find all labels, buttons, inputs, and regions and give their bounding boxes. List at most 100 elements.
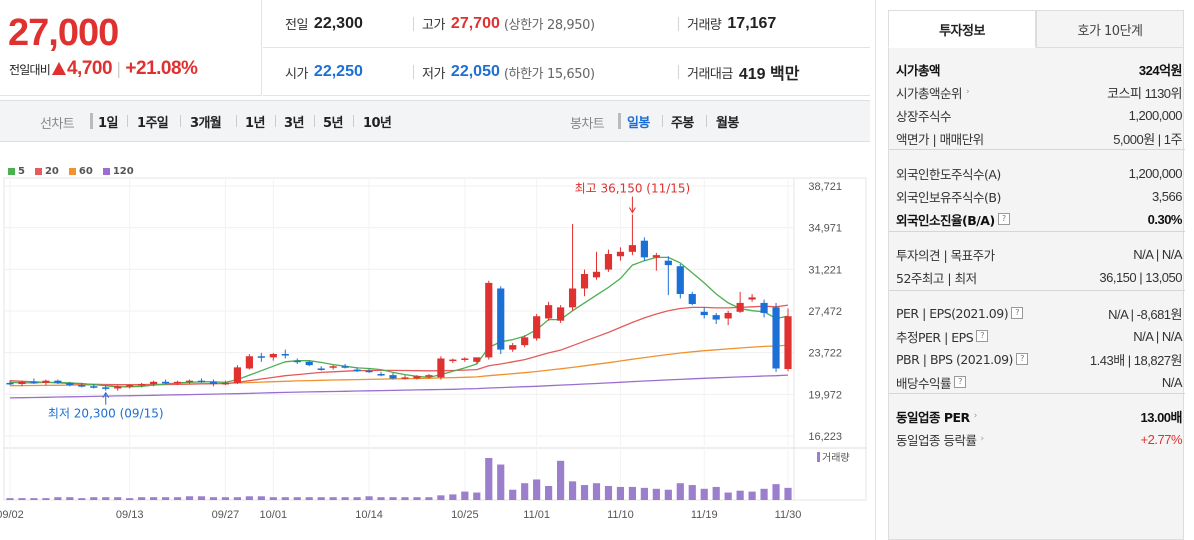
- high-arrow-icon: [628, 207, 636, 214]
- help-icon[interactable]: ?: [997, 213, 1010, 225]
- candle-body: [185, 380, 194, 383]
- investment-info-panel: 시가총액 324억원 시가총액순위 › 코스피 1130위 상장주식수 1,200,000 액…: [888, 48, 1185, 540]
- candle-body: [724, 312, 732, 319]
- period-3y[interactable]: 3년: [284, 116, 304, 131]
- tab-investment-info[interactable]: 투자정보: [888, 10, 1036, 48]
- day-low: 저가 22,050 (하한가 15,650): [413, 63, 595, 82]
- help-icon[interactable]: ?: [1015, 353, 1028, 365]
- period-5y[interactable]: 5년: [323, 116, 343, 131]
- candle-body: [688, 294, 696, 305]
- stock-chart: 5 20 60 120 38,721 34,971 31,221 27,472 23,7…: [0, 160, 870, 540]
- ma-line-5: [9, 256, 789, 388]
- volume-bar: [533, 479, 541, 500]
- info-row: 52주최고 | 최저 36,150 | 13,050: [896, 266, 1182, 288]
- chevron-right-icon: ›: [980, 434, 984, 444]
- volume-bar: [688, 485, 696, 500]
- candle-body: [485, 282, 493, 358]
- period-1d[interactable]: 1일: [98, 116, 118, 131]
- legend-ma5: 5: [8, 166, 25, 177]
- volume-bar: [6, 498, 14, 500]
- candle-body: [664, 260, 672, 266]
- volume-bar: [293, 497, 301, 500]
- period-3m[interactable]: 3개월: [190, 116, 222, 131]
- info-row[interactable]: 시가총액순위 › 코스피 1130위: [896, 81, 1182, 103]
- info-key: 배당수익률: [896, 375, 952, 391]
- volume-bar: [568, 481, 577, 500]
- volume-bar: [700, 488, 708, 500]
- period-1w[interactable]: 1주일: [137, 116, 169, 131]
- volume-bar: [497, 464, 505, 500]
- candle-body: [425, 375, 433, 377]
- volume-bar: [401, 497, 409, 500]
- candle-body: [676, 266, 684, 295]
- x-tick-label: 11/30: [775, 509, 802, 521]
- x-tick-label: 10/25: [451, 509, 479, 521]
- volume-bar: [760, 488, 768, 500]
- chart-canvas[interactable]: 38,721 34,971 31,221 27,472 23,722 19,972 16,2…: [0, 160, 870, 540]
- volume-bar: [676, 483, 684, 500]
- help-icon[interactable]: ?: [976, 330, 989, 342]
- candle-body: [54, 380, 62, 383]
- info-value: N/A: [1161, 374, 1183, 390]
- x-tick-label: 10/01: [260, 509, 288, 521]
- help-icon[interactable]: ?: [1011, 307, 1024, 319]
- chart-frame: [3, 177, 867, 501]
- info-value: 1.43배 | 18,827원: [1089, 352, 1183, 368]
- info-row: 외국인한도주식수(A) 1,200,000: [896, 162, 1183, 184]
- legend-ma20: 20: [34, 166, 59, 177]
- volume-bar: [341, 497, 349, 500]
- period-1y[interactable]: 1년: [245, 116, 265, 131]
- info-value: 36,150 | 13,050: [1099, 269, 1182, 285]
- info-row[interactable]: 동일업종 등락률 › +2.77%: [896, 428, 1183, 450]
- candle-body: [78, 385, 86, 387]
- volume-bar: [473, 492, 481, 500]
- help-icon[interactable]: ?: [954, 376, 967, 388]
- info-value: 1,200,000: [1128, 165, 1183, 181]
- volume-bar: [78, 498, 86, 500]
- candle-body: [114, 386, 122, 389]
- info-key: 외국인소진율(B/A): [896, 212, 995, 228]
- info-row: 추정PER | EPS? N/A | N/A: [896, 325, 1182, 347]
- candle-body: [162, 381, 170, 384]
- candle-body: [473, 357, 481, 362]
- x-tick-label: 11/10: [607, 509, 634, 521]
- up-arrow-icon: [51, 62, 66, 75]
- info-row[interactable]: 동일업종 PER › 13.00배: [896, 405, 1182, 427]
- panel-divider: [875, 0, 876, 540]
- volume-bar: [377, 497, 385, 500]
- candle-body: [6, 382, 14, 385]
- volume-label: 거래량: [822, 452, 850, 464]
- volume-bar: [748, 491, 756, 500]
- volume-bar: [281, 497, 289, 500]
- candle-monthly[interactable]: 월봉: [716, 116, 739, 131]
- candle-body: [401, 377, 409, 379]
- volume-bar: [712, 486, 720, 500]
- info-value: N/A | N/A: [1133, 328, 1182, 344]
- info-row: 투자의견 | 목표주가 N/A | N/A: [896, 243, 1182, 265]
- info-group: 시가총액 324억원 시가총액순위 › 코스피 1130위 상장주식수 1,200,000 액…: [889, 56, 1185, 150]
- candle-body: [568, 288, 577, 308]
- candle-body: [497, 288, 505, 350]
- candle-daily[interactable]: 일봉: [627, 116, 650, 131]
- candle-weekly[interactable]: 주봉: [671, 116, 694, 131]
- price-change: 전일대비 4,700 | +21.08%: [9, 58, 198, 80]
- info-value: N/A | -8,681원: [1108, 306, 1182, 322]
- volume-bar: [197, 496, 206, 500]
- candle-body: [784, 316, 792, 370]
- candle-body: [245, 356, 253, 369]
- volume-bar: [185, 496, 194, 500]
- volume-bar: [150, 497, 158, 500]
- candle-body: [209, 381, 218, 385]
- candle-body: [592, 271, 601, 278]
- x-tick-label: 11/19: [691, 509, 718, 521]
- volume-bar: [616, 486, 625, 500]
- y-tick-label: 19,972: [808, 389, 842, 401]
- candle-body: [126, 385, 134, 387]
- candle-body: [604, 254, 613, 270]
- y-tick-label: 23,722: [808, 348, 842, 360]
- candle-body: [461, 358, 469, 360]
- period-10y[interactable]: 10년: [363, 116, 392, 131]
- volume-bar: [54, 497, 62, 500]
- candle-chart-label: 봉차트: [570, 117, 605, 132]
- tab-orderbook[interactable]: 호가 10단계: [1036, 10, 1184, 48]
